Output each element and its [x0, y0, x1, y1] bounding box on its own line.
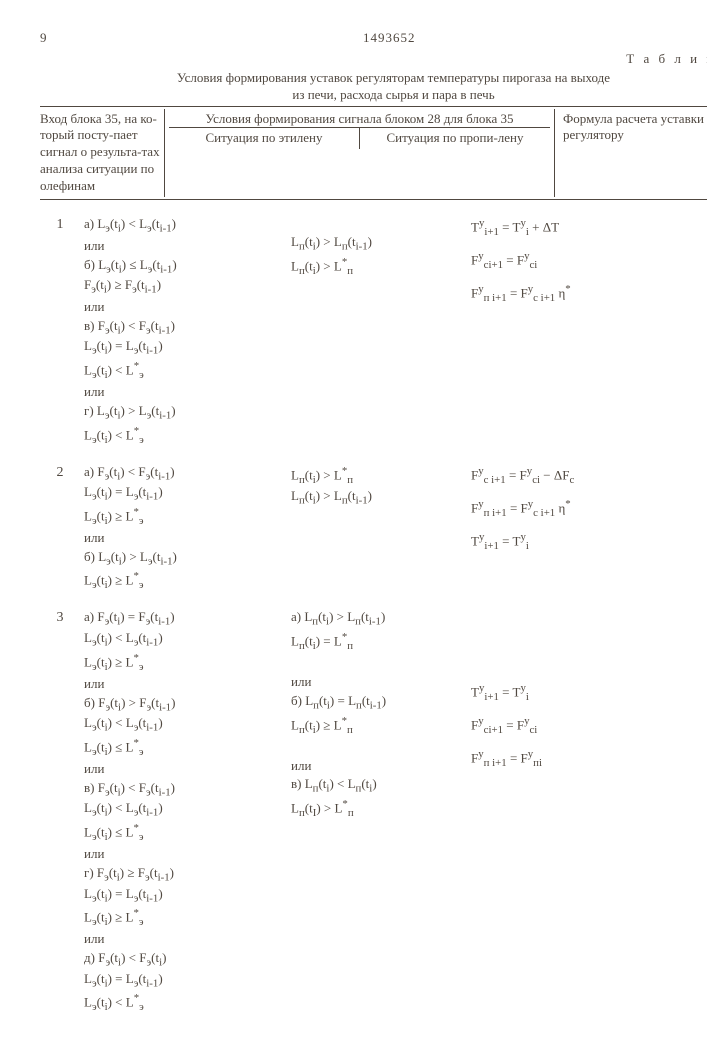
or-label: или — [291, 758, 461, 775]
condition-line: Lп(ti) = L*п — [291, 630, 461, 653]
formula-line: Fуп i+1 = Fупi — [471, 747, 707, 770]
formula-line: Fуc i+1 = Fуci − ΔFc — [471, 464, 707, 487]
propylene-conditions: Lп(ti) > Lп(ti-1)Lп(ti) > L*п — [285, 216, 461, 448]
table-label: Т а б л и ц а 1 — [40, 51, 707, 68]
condition-line: Lэ(ti) < Lэ(ti-1) — [84, 800, 279, 820]
ethylene-conditions: а) Fэ(ti) < Fэ(ti-1) Lэ(ti) = Lэ(ti-1) L… — [84, 464, 285, 594]
condition-line: а) Fэ(ti) < Fэ(ti-1) — [84, 464, 279, 484]
formula-line: Tуi+1 = Tуi + ΔT — [471, 216, 707, 239]
or-label: или — [84, 931, 279, 948]
condition-line: Lэ(ti) ≥ L*э — [84, 569, 279, 592]
condition-line: Lп(ti) ≥ L*п — [291, 714, 461, 737]
condition-line: Lэ(ti) = Lэ(ti-1) — [84, 338, 279, 358]
condition-line: Lп(ti) > Lп(ti-1) — [291, 488, 461, 508]
or-label: или — [84, 846, 279, 863]
formula-line: Fуп i+1 = Fуc i+1 η* — [471, 282, 707, 305]
condition-line: б) Fэ(ti) > Fэ(ti-1) — [84, 695, 279, 715]
row-number: 2 — [40, 464, 84, 594]
or-label: или — [84, 676, 279, 693]
condition-line: в) Lп(ti) < Lп(ti) — [291, 776, 461, 796]
top-rule — [40, 106, 707, 107]
condition-line: Lэ(ti) ≤ L*э — [84, 821, 279, 844]
condition-line: Lп(ti) > L*п — [291, 464, 461, 487]
condition-line: Lэ(ti) < Lэ(ti-1) — [84, 630, 279, 650]
condition-line: а) Lп(ti) > Lп(ti-1) — [291, 609, 461, 629]
or-label: или — [84, 384, 279, 401]
row-number: 1 — [40, 216, 84, 448]
page-header: 9 1493652 10 — [40, 30, 707, 47]
formula-line: Fуп i+1 = Fуc i+1 η* — [471, 497, 707, 520]
condition-line: Lп(ti) > Lп(ti-1) — [291, 234, 461, 254]
condition-line: Lэ(ti) ≥ L*э — [84, 505, 279, 528]
condition-line: Lэ(ti) ≤ L*э — [84, 736, 279, 759]
propylene-conditions: Lп(ti) > L*пLп(ti) > Lп(ti-1) — [285, 464, 461, 594]
document-number: 1493652 — [49, 30, 707, 47]
formula-line: Fуci+1 = Fуci — [471, 249, 707, 272]
or-label: или — [84, 761, 279, 778]
condition-line: Lэ(ti) ≥ L*э — [84, 906, 279, 929]
th-col23: Условия формирования сигнала блоком 28 д… — [165, 109, 555, 197]
condition-line: а) Fэ(ti) = Fэ(ti-1) — [84, 609, 279, 629]
or-label: или — [291, 674, 461, 691]
th-col4: Формула расчета уставки регулятору — [555, 109, 707, 197]
formula-column: Tуi+1 = Tуi Fуci+1 = Fуci Fуп i+1 = Fупi — [461, 609, 707, 1015]
formula-line: Fуci+1 = Fуci — [471, 714, 707, 737]
condition-line: Fэ(ti) ≥ Fэ(ti-1) — [84, 277, 279, 297]
condition-line: Lп(tI) > L*п — [291, 797, 461, 820]
spacer — [291, 738, 461, 756]
condition-line: г) Fэ(ti) ≥ Fэ(ti-1) — [84, 865, 279, 885]
table-row: 3а) Fэ(ti) = Fэ(ti-1) Lэ(ti) < Lэ(ti-1) … — [40, 609, 707, 1015]
condition-line: Lэ(ti) ≥ L*э — [84, 651, 279, 674]
th-subrow: Ситуация по этилену Ситуация по пропи-ле… — [169, 127, 550, 149]
condition-line: д) Fэ(ti) < Fэ(ti) — [84, 950, 279, 970]
formula-line: Tуi+1 = Tуi — [471, 681, 707, 704]
condition-line: г) Lэ(ti) > Lэ(ti-1) — [84, 403, 279, 423]
condition-line: в) Fэ(ti) < Fэ(ti-1) — [84, 780, 279, 800]
header-rule — [40, 199, 707, 200]
condition-line: Lэ(ti) = Lэ(ti-1) — [84, 484, 279, 504]
condition-line: б) Lп(ti) = Lп(ti-1) — [291, 693, 461, 713]
formula-line: Tуi+1 = Tуi — [471, 530, 707, 553]
left-page-number: 9 — [40, 30, 49, 47]
th-col1: Вход блока 35, на ко-торый посту-пает си… — [40, 109, 165, 197]
condition-line: Lэ(ti) < L*э — [84, 991, 279, 1014]
formula-column: Fуc i+1 = Fуci − ΔFc Fуп i+1 = Fуc i+1 η*… — [461, 464, 707, 594]
spacer — [291, 654, 461, 672]
spacer — [291, 216, 461, 234]
condition-line: б) Lэ(ti) ≤ Lэ(ti-1) — [84, 257, 279, 277]
table-header-row: Вход блока 35, на ко-торый посту-пает си… — [40, 109, 707, 197]
row-number: 3 — [40, 609, 84, 1015]
formula-column: Tуi+1 = Tуi + ΔT Fуci+1 = Fуci Fуп i+1 = F… — [461, 216, 707, 448]
table-row: 1а) Lэ(ti) < Lэ(ti-1) или б) Lэ(ti) ≤ Lэ(t… — [40, 216, 707, 448]
condition-line: б) Lэ(ti) > Lэ(ti-1) — [84, 549, 279, 569]
table-title: Условия формирования уставок регуляторам… — [40, 70, 707, 104]
spacer — [471, 663, 707, 681]
spacer — [471, 645, 707, 663]
table-row: 2а) Fэ(ti) < Fэ(ti-1) Lэ(ti) = Lэ(ti-1) … — [40, 464, 707, 594]
ethylene-conditions: а) Lэ(ti) < Lэ(ti-1) или б) Lэ(ti) ≤ Lэ(ti… — [84, 216, 285, 448]
condition-line: Lп(ti) > L*п — [291, 255, 461, 278]
title-line-2: из печи, расхода сырья и пара в печь — [40, 87, 707, 104]
spacer — [471, 627, 707, 645]
condition-line: Lэ(ti) = Lэ(ti-1) — [84, 971, 279, 991]
or-label: или — [84, 238, 279, 255]
th-col3: Ситуация по пропи-лену — [360, 128, 550, 149]
condition-line: а) Lэ(ti) < Lэ(ti-1) — [84, 216, 279, 236]
condition-line: Lэ(ti) < L*э — [84, 359, 279, 382]
ethylene-conditions: а) Fэ(ti) = Fэ(ti-1) Lэ(ti) < Lэ(ti-1) L… — [84, 609, 285, 1015]
title-line-1: Условия формирования уставок регуляторам… — [177, 70, 610, 85]
propylene-conditions: а) Lп(ti) > Lп(ti-1) Lп(ti) = L*п или б) L… — [285, 609, 461, 1015]
th-col2: Ситуация по этилену — [169, 128, 360, 149]
spacer — [471, 609, 707, 627]
th-col23-label: Условия формирования сигнала блоком 28 д… — [169, 111, 550, 128]
condition-line: Lэ(ti) = Lэ(ti-1) — [84, 886, 279, 906]
condition-line: Lэ(ti) < Lэ(ti-1) — [84, 715, 279, 735]
or-label: или — [84, 530, 279, 547]
condition-line: в) Fэ(ti) < Fэ(ti-1) — [84, 318, 279, 338]
table-body: 1а) Lэ(ti) < Lэ(ti-1) или б) Lэ(ti) ≤ Lэ(t… — [40, 216, 707, 1015]
or-label: или — [84, 299, 279, 316]
condition-line: Lэ(ti) < L*э — [84, 424, 279, 447]
